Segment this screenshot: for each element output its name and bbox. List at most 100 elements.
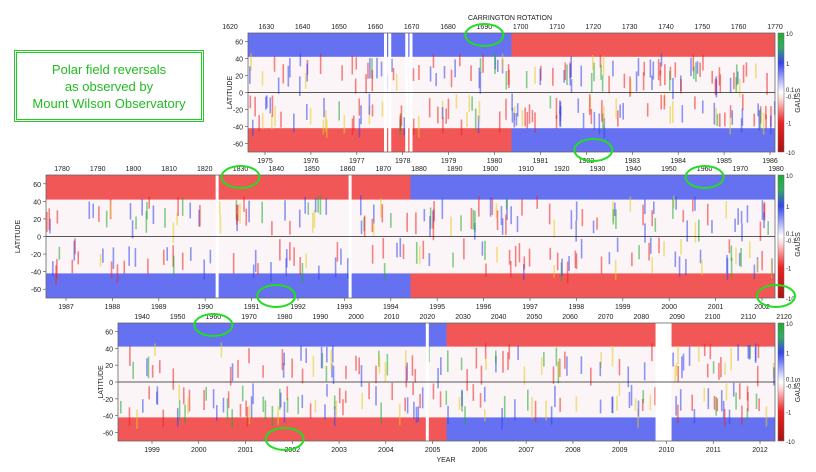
- field-stripe: [392, 67, 395, 81]
- field-stripe: [590, 367, 592, 386]
- y-tick-label: -60: [103, 431, 113, 438]
- field-stripe: [741, 108, 744, 126]
- field-stripe: [575, 253, 578, 270]
- field-stripe: [429, 216, 431, 238]
- field-stripe: [679, 389, 682, 411]
- field-stripe: [128, 407, 131, 426]
- field-stripe: [521, 110, 524, 127]
- field-stripe: [660, 94, 663, 110]
- field-stripe: [325, 198, 328, 215]
- field-stripe: [162, 249, 165, 265]
- field-stripe: [428, 98, 431, 118]
- field-stripe: [556, 252, 559, 271]
- field-stripe: [637, 400, 640, 417]
- field-stripe: [428, 346, 430, 363]
- field-stripe: [593, 62, 595, 82]
- field-stripe: [517, 345, 519, 361]
- field-stripe: [746, 205, 749, 223]
- field-stripe: [56, 259, 58, 279]
- field-stripe: [555, 97, 558, 119]
- colorbar: [777, 32, 785, 153]
- reversal-highlight: [193, 313, 234, 337]
- field-stripe: [637, 58, 640, 76]
- field-stripe: [289, 242, 291, 261]
- top-tick-label: 1780: [54, 166, 70, 173]
- caption-box: Polar field reversals as observed by Mou…: [14, 50, 204, 122]
- field-stripe: [177, 197, 179, 216]
- field-stripe: [277, 77, 280, 94]
- field-stripe: [722, 400, 725, 419]
- field-stripe: [297, 396, 300, 415]
- field-stripe: [651, 257, 654, 274]
- field-stripe: [236, 204, 239, 222]
- field-stripe: [262, 365, 264, 378]
- field-stripe: [724, 362, 726, 375]
- field-stripe: [340, 248, 342, 265]
- field-stripe: [333, 406, 336, 427]
- field-stripe: [418, 65, 420, 80]
- field-stripe: [304, 196, 307, 214]
- field-stripe: [612, 60, 614, 77]
- field-stripe: [659, 70, 662, 86]
- field-stripe: [142, 399, 144, 413]
- field-stripe: [658, 237, 660, 254]
- field-stripe: [271, 221, 273, 236]
- field-stripe: [680, 78, 682, 94]
- y-tick-label: 20: [105, 363, 113, 370]
- field-stripe: [368, 105, 371, 125]
- y-tick-label: 40: [105, 346, 113, 353]
- field-stripe: [338, 387, 341, 404]
- x-tick-label: 1980: [487, 158, 503, 165]
- field-stripe: [718, 67, 721, 86]
- field-stripe: [523, 256, 526, 270]
- field-stripe: [156, 386, 159, 405]
- caption-line: as observed by: [64, 78, 154, 94]
- field-stripe: [460, 215, 462, 232]
- field-stripe: [188, 389, 191, 412]
- field-stripe: [527, 389, 529, 411]
- top-tick-label: 1960: [206, 314, 222, 321]
- field-stripe: [406, 212, 408, 232]
- field-stripe: [376, 57, 378, 79]
- field-stripe: [545, 400, 547, 421]
- top-tick-label: 2030: [455, 314, 471, 321]
- field-stripe: [637, 408, 639, 428]
- field-stripe: [505, 70, 508, 90]
- field-stripe: [709, 343, 712, 360]
- field-stripe: [151, 365, 154, 378]
- field-stripe: [414, 369, 417, 383]
- field-stripe: [559, 397, 561, 412]
- field-stripe: [371, 218, 374, 233]
- field-stripe: [737, 208, 739, 225]
- x-tick-label: 2005: [425, 447, 441, 454]
- field-stripe: [445, 108, 447, 124]
- field-stripe: [738, 383, 741, 400]
- field-stripe: [672, 77, 674, 100]
- field-stripe: [92, 203, 95, 218]
- field-stripe: [682, 353, 685, 371]
- colorbar: [777, 174, 785, 299]
- field-stripe: [309, 108, 312, 125]
- field-stripe: [172, 368, 175, 390]
- y-tick-label: 0: [37, 235, 41, 242]
- field-stripe: [509, 260, 512, 278]
- field-stripe: [358, 118, 361, 138]
- field-stripe: [531, 109, 534, 123]
- field-stripe: [432, 53, 435, 69]
- field-stripe: [678, 256, 681, 277]
- top-tick-label: 1760: [731, 24, 747, 31]
- field-stripe: [766, 72, 768, 95]
- top-tick-label: 1680: [440, 24, 456, 31]
- field-stripe: [674, 251, 677, 268]
- field-stripe: [332, 365, 335, 385]
- field-stripe: [254, 96, 256, 117]
- field-stripe: [243, 196, 245, 212]
- y-tick-label: -60: [233, 142, 243, 149]
- field-stripe: [279, 239, 281, 261]
- field-stripe: [365, 74, 367, 94]
- field-stripe: [215, 405, 218, 421]
- field-stripe: [627, 366, 630, 388]
- field-stripe: [373, 204, 375, 224]
- field-stripe: [599, 361, 602, 377]
- x-axis-label: YEAR: [436, 457, 455, 464]
